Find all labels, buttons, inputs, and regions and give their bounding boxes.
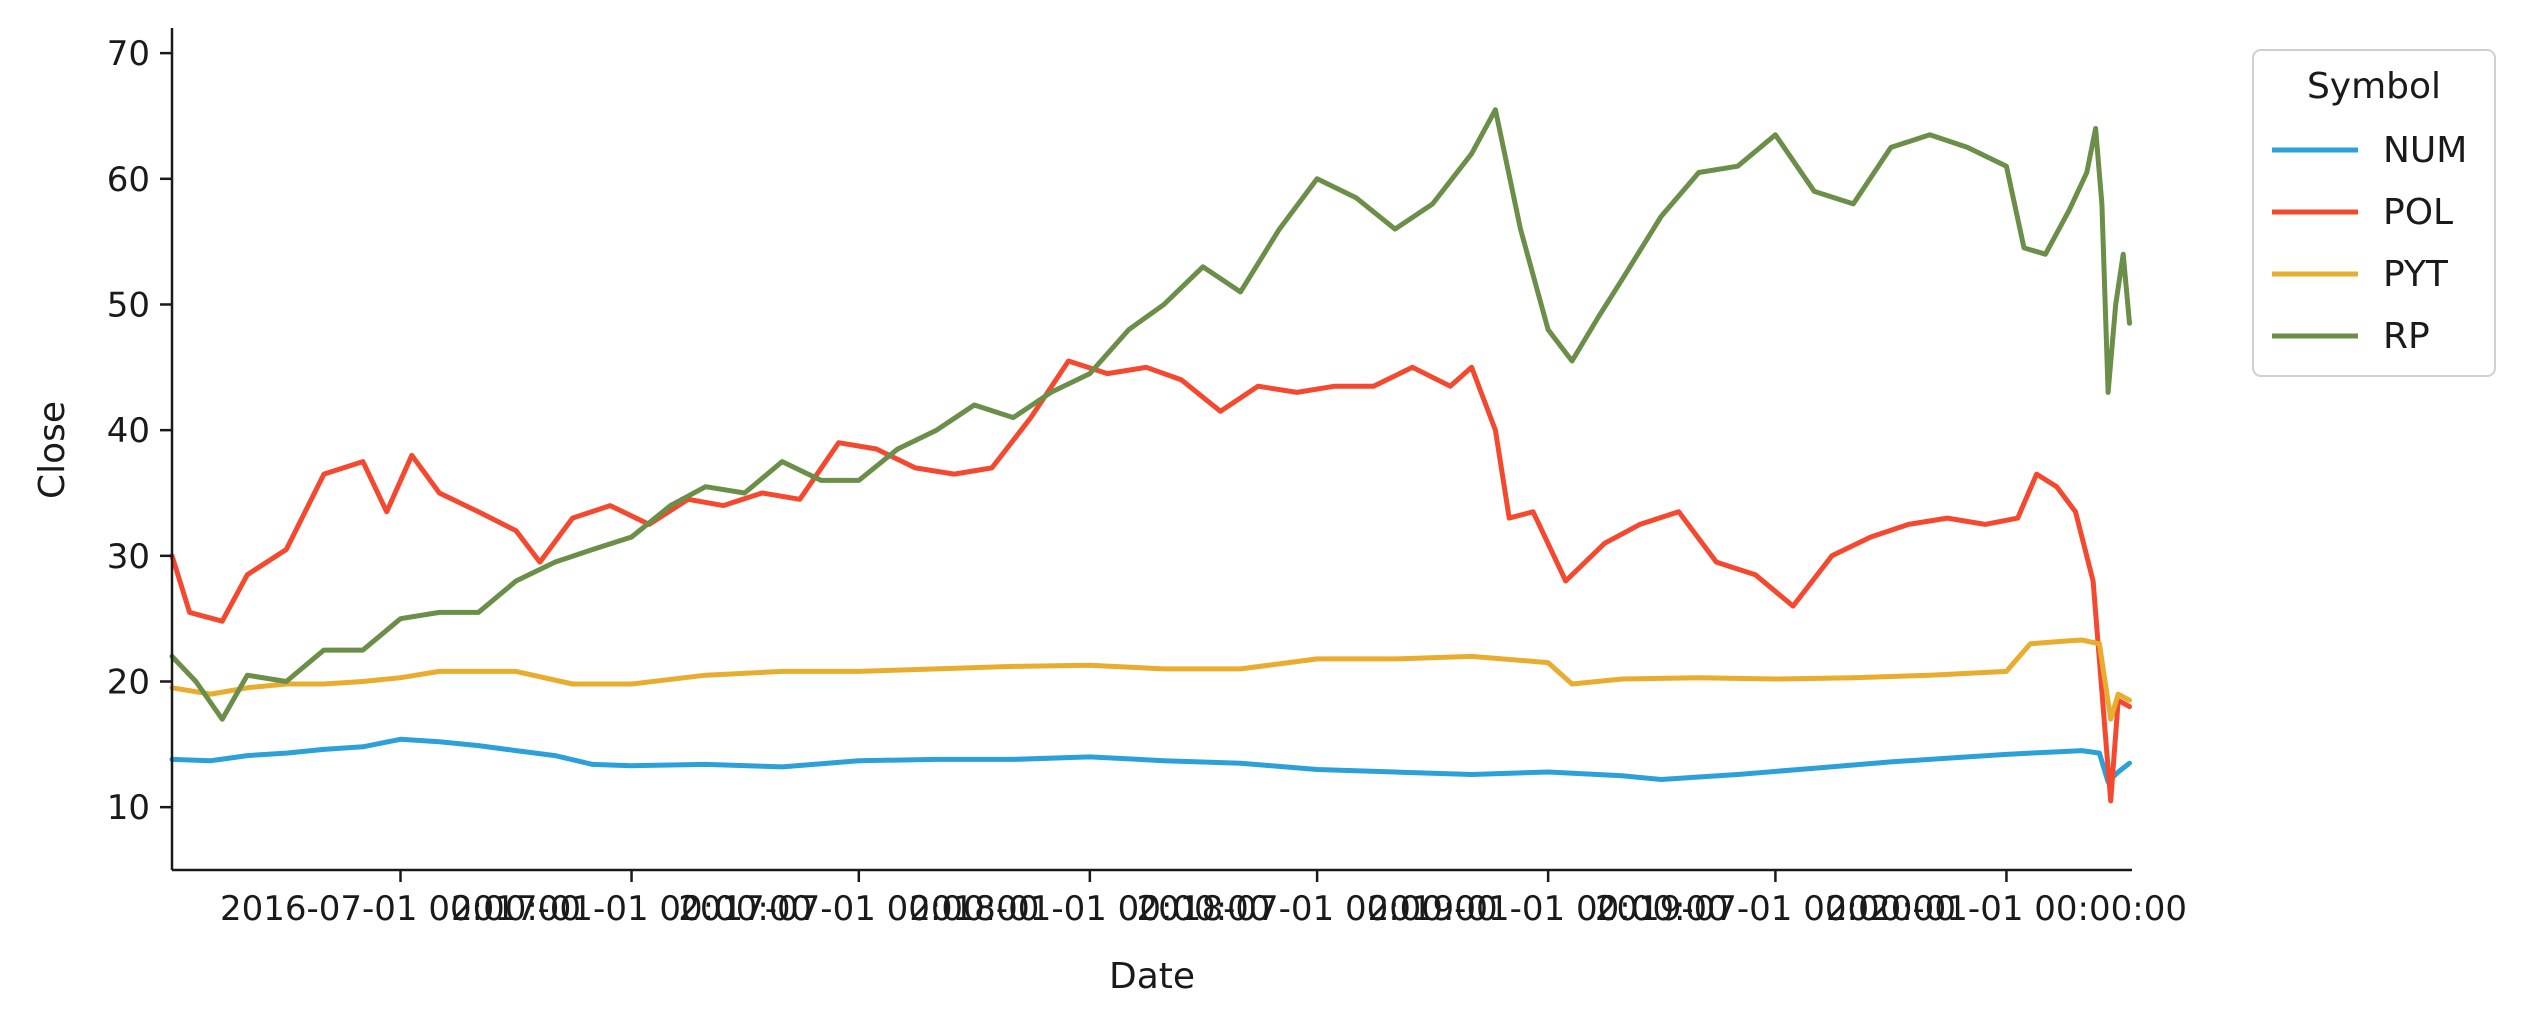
series-line-num: [169, 736, 2132, 785]
x-tick-label: 2020-01-01 00:00:00: [1826, 889, 2187, 929]
series-line-rp: [169, 107, 2132, 722]
x-tick-label: 2016-07-01 00:00:00: [220, 889, 581, 929]
y-axis-ticks: 10 20 30 40 50 60 70: [107, 34, 172, 828]
series-line-pol: [169, 358, 2132, 804]
series-layer: [169, 107, 2132, 804]
y-tick-label: 40: [107, 411, 150, 451]
legend-frame: [2252, 49, 2496, 377]
legend: Symbol NUM POL PYT RP: [2252, 49, 2496, 377]
legend-label-pyt: PYT: [2383, 254, 2449, 295]
x-tick-label: 2017-01-01 00:00:00: [451, 889, 812, 929]
legend-items: NUM POL PYT RP: [2272, 130, 2467, 357]
y-tick-label: 50: [107, 285, 150, 325]
y-tick-label: 20: [107, 662, 150, 702]
legend-title: Symbol: [2307, 66, 2441, 107]
x-tick-label: 2019-01-01 00:00:00: [1368, 889, 1729, 929]
legend-label-rp: RP: [2383, 316, 2430, 357]
x-tick-label: 2018-01-01 00:00:00: [909, 889, 1270, 929]
x-axis-title: Date: [1109, 956, 1195, 997]
y-tick-label: 70: [107, 34, 150, 74]
x-tick-label: 2017-07-01 00:00:00: [678, 889, 1039, 929]
x-tick-label: 2019-07-01 00:00:00: [1595, 889, 1956, 929]
y-tick-label: 30: [107, 537, 150, 577]
legend-label-num: NUM: [2383, 130, 2467, 171]
y-axis-title: Close: [32, 401, 73, 499]
y-tick-label: 10: [107, 788, 150, 828]
series-line-pyt: [169, 637, 2132, 722]
x-tick-label: 2018-07-01 00:00:00: [1137, 889, 1498, 929]
legend-label-pol: POL: [2383, 192, 2453, 233]
y-tick-label: 60: [107, 160, 150, 200]
